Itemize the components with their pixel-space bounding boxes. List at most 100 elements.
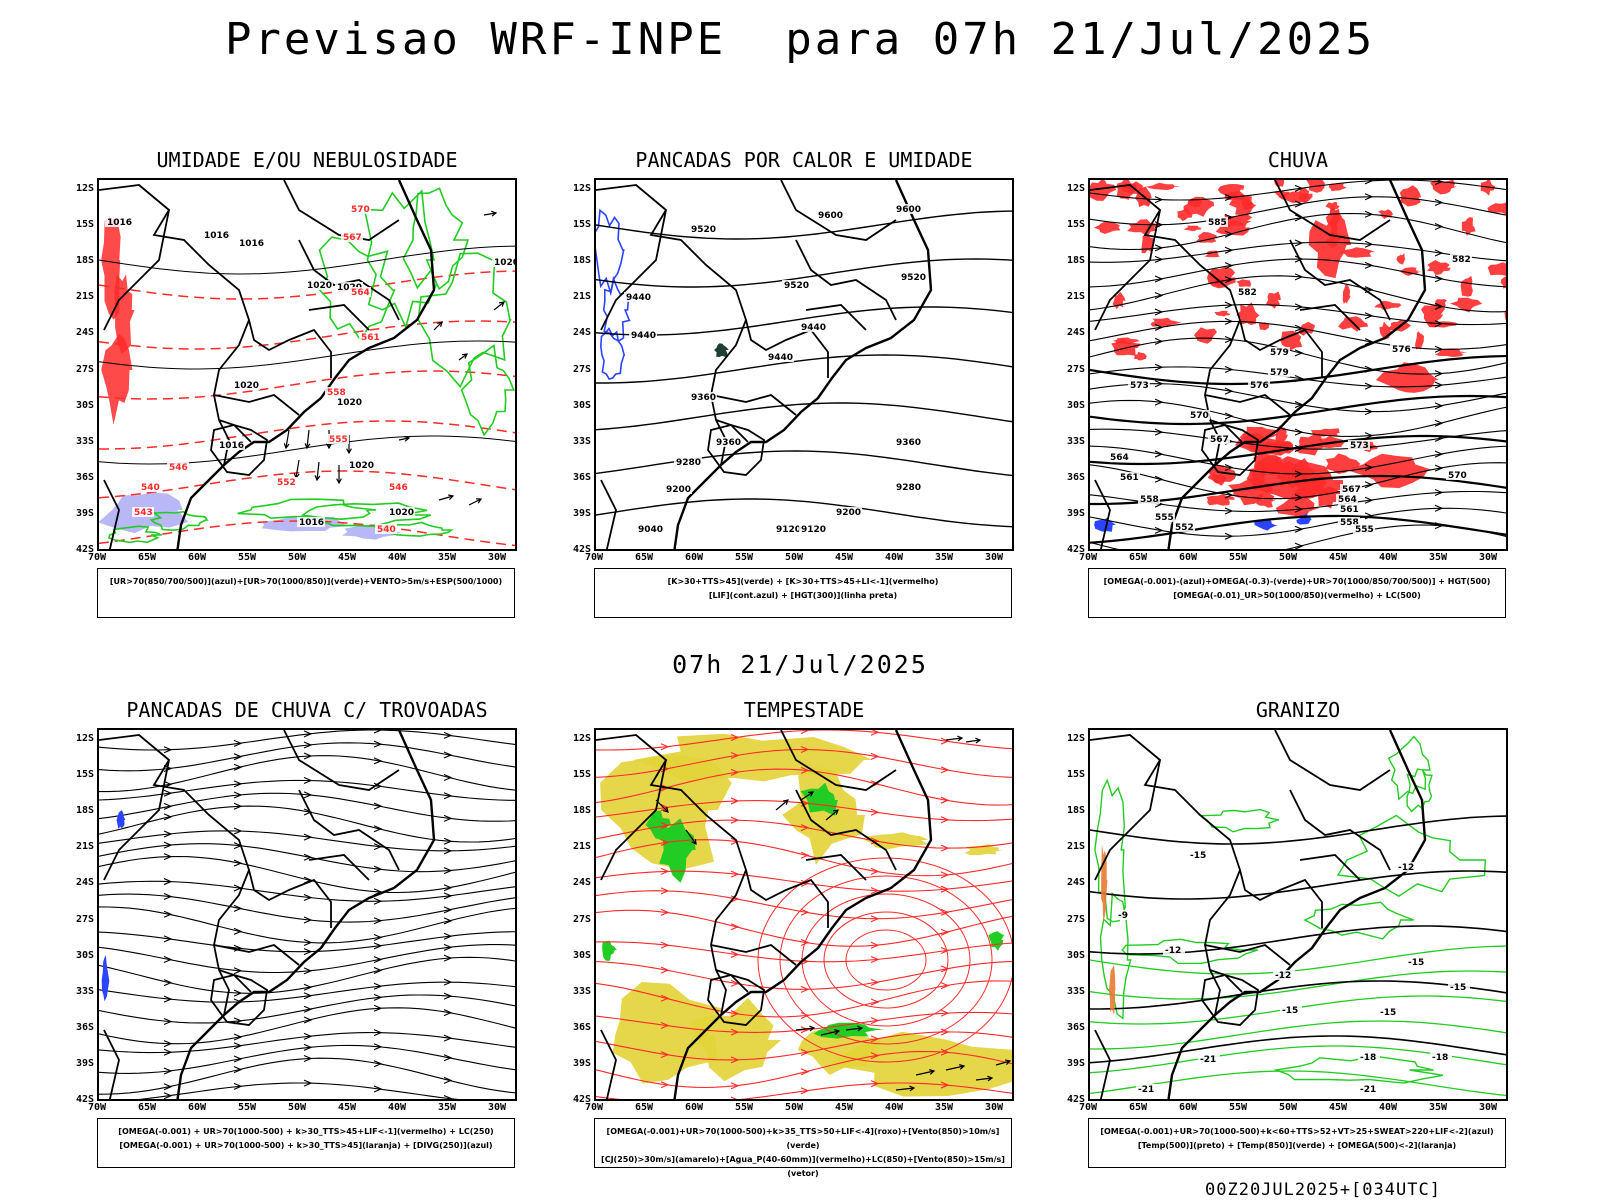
border-line	[1201, 424, 1259, 476]
wind-vector	[685, 829, 697, 845]
streamline-arrow	[1434, 419, 1444, 427]
contour-line	[1090, 980, 1506, 1010]
longitude-label: 70W	[584, 552, 604, 563]
longitude-label: 65W	[1128, 1102, 1148, 1113]
wind-vector	[458, 353, 468, 361]
streamline-arrow	[373, 1043, 383, 1051]
streamline	[1090, 366, 1506, 388]
streamline-arrow	[660, 994, 670, 1002]
panel-title-chuva: CHUVA	[1267, 148, 1329, 172]
longitude-label: 65W	[634, 552, 654, 563]
contour-label-bg	[349, 287, 371, 297]
contour-label-bg	[1136, 1084, 1158, 1094]
streamline-arrow	[303, 916, 313, 924]
contour-label-bg	[1118, 472, 1140, 482]
shaded-area	[1193, 327, 1217, 344]
streamline-arrow	[1364, 408, 1374, 416]
streamline-arrow	[940, 885, 950, 893]
latitude-label: 18S	[1066, 255, 1085, 267]
longitude-label: 50W	[1278, 1102, 1298, 1113]
streamline-arrow	[163, 841, 173, 849]
streamline-arrow	[1434, 222, 1444, 231]
streamline-arrow	[940, 947, 950, 955]
contour-line	[99, 245, 515, 275]
contour-label-bg	[1358, 1052, 1380, 1062]
low-pressure-circulation	[779, 875, 993, 1045]
wind-vector-head	[857, 1025, 864, 1032]
legend-box-pancadas-calor: [K>30+TTS>45](verde) + [K>30+TTS>45+LI<-…	[594, 568, 1012, 618]
streamline-arrow	[163, 935, 173, 943]
streamline-arrow	[373, 730, 383, 734]
contour-label-bg	[1353, 524, 1375, 534]
latitude-label: 30S	[572, 399, 591, 411]
shaded-area	[1328, 183, 1347, 192]
streamline	[99, 981, 515, 1003]
streamline-arrow	[870, 955, 880, 963]
legend-line: [OMEGA(-0.001)-(azul)+OMEGA(-0.3)-(verde…	[1103, 577, 1491, 586]
streamline-arrow	[730, 870, 740, 878]
streamline-arrow	[1224, 412, 1234, 420]
contour-label: 9200	[666, 485, 691, 495]
shaded-area	[1259, 322, 1270, 331]
longitude-label: 30W	[984, 552, 1004, 563]
streamline-arrow	[303, 1016, 313, 1024]
streamline-arrow	[163, 892, 173, 900]
wind-vector	[945, 737, 963, 741]
streamline-arrow	[163, 813, 173, 821]
streamline-arrow	[1154, 526, 1164, 534]
border-line	[1094, 759, 1161, 881]
streamline-arrow	[660, 822, 670, 830]
contour-label-bg	[1208, 434, 1230, 444]
streamline-arrow	[940, 908, 950, 916]
contour-label: 555	[1155, 513, 1174, 523]
border-line	[103, 479, 120, 549]
contour-label-bg	[387, 482, 409, 492]
streamline-arrow	[800, 746, 810, 754]
map-tempestade	[594, 728, 1014, 1101]
streamline-arrow	[1294, 303, 1304, 311]
streamline-arrow	[303, 1043, 313, 1051]
main-title: Previsao WRF-INPE para 07h 21/Jul/2025	[224, 14, 1376, 65]
streamline-arrow	[1154, 291, 1164, 299]
wind-vector	[493, 301, 505, 311]
border-line	[710, 944, 797, 966]
shaded-area	[1342, 284, 1351, 304]
streamline-arrow	[1364, 210, 1374, 218]
streamline-arrow	[163, 1018, 173, 1026]
contour-label: 570	[1448, 471, 1467, 481]
contour-line	[596, 402, 1012, 431]
longitude-label: 70W	[584, 1102, 604, 1113]
streamline-arrow	[443, 847, 453, 855]
streamline-arrow	[443, 773, 453, 781]
streamline-arrow	[730, 797, 740, 805]
streamline-arrow	[1294, 239, 1304, 247]
contour-label: -15	[1408, 958, 1424, 968]
humidity-contour	[1121, 938, 1259, 965]
streamline-arrow	[870, 1080, 880, 1088]
streamline-arrow	[1154, 244, 1164, 252]
longitude-label: 30W	[1478, 1102, 1498, 1113]
wind-vector	[295, 459, 300, 479]
shaded-area	[1298, 187, 1310, 204]
shaded-area	[1212, 474, 1228, 486]
contour-label: 9600	[818, 211, 843, 221]
streamline-arrow	[233, 989, 243, 997]
longitude-label: 55W	[734, 552, 754, 563]
shaded-area	[1236, 279, 1252, 287]
longitude-label: 35W	[437, 552, 457, 563]
streamline-arrow	[800, 824, 810, 832]
streamline-arrow	[303, 948, 313, 956]
streamline-arrow	[1154, 196, 1164, 204]
streamline	[596, 1082, 1012, 1099]
latitude-label: 30S	[1066, 399, 1085, 411]
shaded-area	[1500, 276, 1506, 289]
legend-line: [OMEGA(-0.01)_UR>50(1000/850)(vermelho) …	[1173, 591, 1421, 600]
streamline-arrow	[303, 967, 313, 975]
contour-label-bg	[349, 204, 371, 214]
contour-label: 564	[1110, 453, 1129, 463]
shaded-area	[1183, 225, 1203, 231]
wind-vector	[285, 429, 290, 449]
contour-label: 1016	[204, 231, 229, 241]
streamline-arrow	[303, 1005, 313, 1013]
latitude-label: 39S	[1066, 507, 1085, 519]
